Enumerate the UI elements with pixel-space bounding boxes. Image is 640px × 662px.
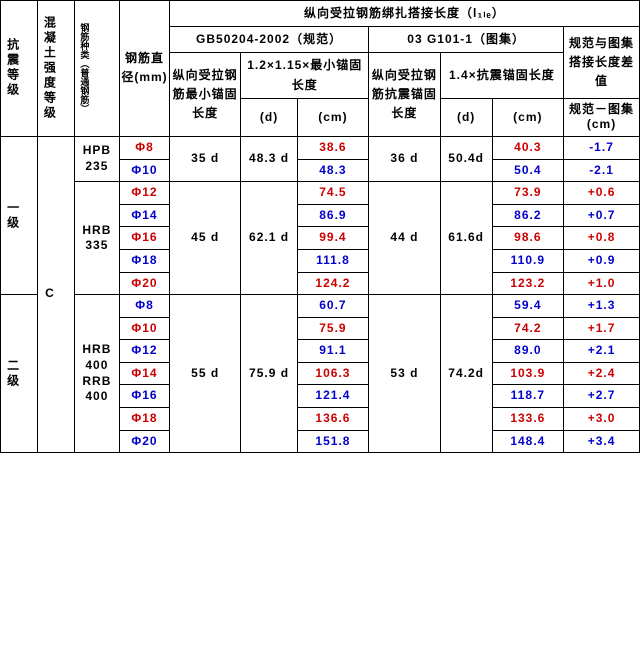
cell: Φ18 xyxy=(120,249,170,272)
seis2: 44 d xyxy=(369,182,440,295)
h-cm2: (cm) xyxy=(492,98,563,136)
cell: 136.6 xyxy=(297,408,368,431)
anchor3d: 75.9 d xyxy=(241,295,297,453)
cell: -1.7 xyxy=(564,136,640,159)
rebar2: HRB335 xyxy=(74,182,119,295)
cell: 151.8 xyxy=(297,430,368,453)
cell: Φ20 xyxy=(120,272,170,295)
h-spec1: GB50204-2002（规范） xyxy=(169,27,368,53)
cell: 86.9 xyxy=(297,204,368,227)
h-c910: 1.4×抗震锚固长度 xyxy=(440,53,563,98)
cell: Φ8 xyxy=(120,295,170,318)
h-concrete: 混凝土强度等级 xyxy=(37,1,74,137)
anchor2: 45 d xyxy=(169,182,240,295)
anchor1: 35 d xyxy=(169,136,240,181)
cell: +1.3 xyxy=(564,295,640,318)
anchor2d: 62.1 d xyxy=(241,182,297,295)
rebar-splice-table: 抗震等级 混凝土强度等级 钢筋种类（普通钢筋） 钢筋直径(mm) 纵向受拉钢筋绑… xyxy=(0,0,640,453)
cell: 98.6 xyxy=(492,227,563,250)
seis1: 36 d xyxy=(369,136,440,181)
cell: Φ10 xyxy=(120,317,170,340)
seis3: 53 d xyxy=(369,295,440,453)
h-diff: 规范与图集搭接长度差值 xyxy=(564,27,640,99)
cell: 133.6 xyxy=(492,408,563,431)
h-d2: (d) xyxy=(440,98,492,136)
cell: 38.6 xyxy=(297,136,368,159)
cell: 60.7 xyxy=(297,295,368,318)
cell: -2.1 xyxy=(564,159,640,182)
cell: +1.7 xyxy=(564,317,640,340)
level1: 一级 xyxy=(1,136,38,294)
h-c8: 纵向受拉钢筋抗震锚固长度 xyxy=(369,53,440,137)
cell: +0.8 xyxy=(564,227,640,250)
h-seismic: 抗震等级 xyxy=(1,1,38,137)
h-diff-bot: 规范－图集(cm) xyxy=(564,98,640,136)
level2: 二级 xyxy=(1,295,38,453)
seis2d: 61.6d xyxy=(440,182,492,295)
rebar3: HRB400RRB400 xyxy=(74,295,119,453)
cell: Φ12 xyxy=(120,340,170,363)
anchor3: 55 d xyxy=(169,295,240,453)
cell: 103.9 xyxy=(492,362,563,385)
cell: Φ16 xyxy=(120,385,170,408)
cell: 73.9 xyxy=(492,182,563,205)
seis1d: 50.4d xyxy=(440,136,492,181)
cell: 118.7 xyxy=(492,385,563,408)
h-rebar-type: 钢筋种类（普通钢筋） xyxy=(74,1,119,137)
rebar1: HPB235 xyxy=(74,136,119,181)
cell: 50.4 xyxy=(492,159,563,182)
cell: +2.7 xyxy=(564,385,640,408)
cell: 48.3 xyxy=(297,159,368,182)
cell: Φ14 xyxy=(120,362,170,385)
cell: 59.4 xyxy=(492,295,563,318)
cell: 74.5 xyxy=(297,182,368,205)
h-c67: 1.2×1.15×最小锚固长度 xyxy=(241,53,369,98)
cell: 74.2 xyxy=(492,317,563,340)
cell: +2.1 xyxy=(564,340,640,363)
cell: Φ14 xyxy=(120,204,170,227)
cell: +3.0 xyxy=(564,408,640,431)
h-cm1: (cm) xyxy=(297,98,368,136)
cell: 111.8 xyxy=(297,249,368,272)
cell: 148.4 xyxy=(492,430,563,453)
cell: Φ8 xyxy=(120,136,170,159)
cell: 124.2 xyxy=(297,272,368,295)
cell: 110.9 xyxy=(492,249,563,272)
cell: +0.7 xyxy=(564,204,640,227)
h-spec2: 03 G101-1（图集） xyxy=(369,27,564,53)
h-d1: (d) xyxy=(241,98,297,136)
cell: 91.1 xyxy=(297,340,368,363)
cell: 40.3 xyxy=(492,136,563,159)
cell: 89.0 xyxy=(492,340,563,363)
cell: 106.3 xyxy=(297,362,368,385)
cell: 86.2 xyxy=(492,204,563,227)
cell: Φ10 xyxy=(120,159,170,182)
h-c5: 纵向受拉钢筋最小锚固长度 xyxy=(169,53,240,137)
seis3d: 74.2d xyxy=(440,295,492,453)
h-dia: 钢筋直径(mm) xyxy=(120,1,170,137)
cell: Φ12 xyxy=(120,182,170,205)
cell: +0.9 xyxy=(564,249,640,272)
h-top: 纵向受拉钢筋绑扎搭接长度（l₁ₗₑ） xyxy=(169,1,639,27)
cell: +1.0 xyxy=(564,272,640,295)
cgrade: C xyxy=(37,136,74,452)
cell: Φ18 xyxy=(120,408,170,431)
cell: +3.4 xyxy=(564,430,640,453)
cell: 99.4 xyxy=(297,227,368,250)
cell: 121.4 xyxy=(297,385,368,408)
cell: 123.2 xyxy=(492,272,563,295)
cell: +0.6 xyxy=(564,182,640,205)
cell: 75.9 xyxy=(297,317,368,340)
cell: +2.4 xyxy=(564,362,640,385)
cell: Φ20 xyxy=(120,430,170,453)
cell: Φ16 xyxy=(120,227,170,250)
anchor1d: 48.3 d xyxy=(241,136,297,181)
